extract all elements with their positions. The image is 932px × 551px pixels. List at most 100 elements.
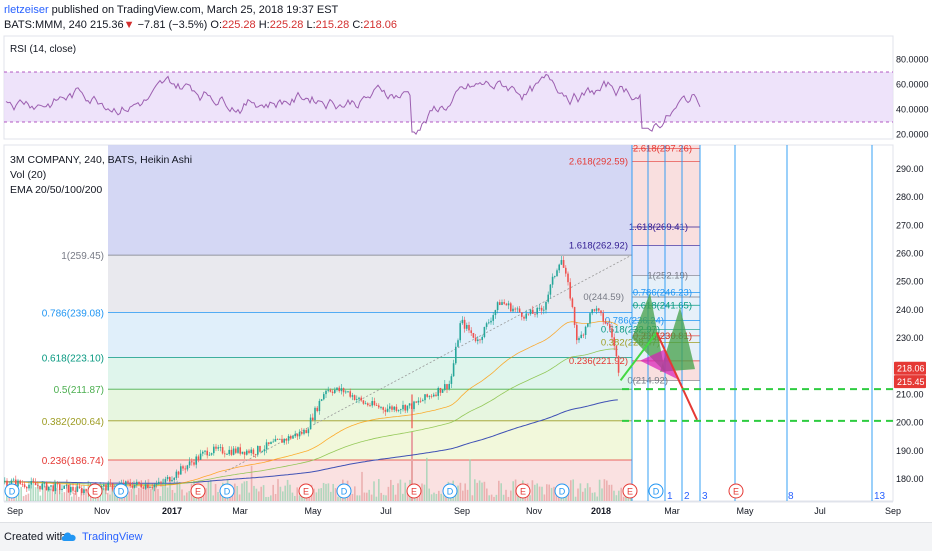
time-cycle-label: 2 bbox=[684, 491, 690, 502]
candle bbox=[415, 401, 417, 403]
volume-bar bbox=[133, 480, 135, 501]
volume-bar bbox=[164, 484, 166, 501]
candle bbox=[334, 389, 336, 393]
volume-bar bbox=[351, 493, 354, 501]
candle bbox=[272, 441, 274, 443]
volume-bar bbox=[111, 485, 114, 501]
volume-bar bbox=[541, 486, 543, 501]
volume-bar bbox=[102, 488, 104, 501]
candle bbox=[127, 481, 129, 483]
chart-canvas[interactable]: RSI (14, close) 80.000060.000040.000020.… bbox=[0, 0, 932, 522]
projection-down-line bbox=[655, 332, 698, 421]
event-marker[interactable] bbox=[622, 483, 638, 499]
event-marker[interactable] bbox=[442, 483, 458, 499]
time-tick: Mar bbox=[664, 506, 680, 516]
event-marker[interactable] bbox=[515, 483, 531, 499]
volume-bar bbox=[147, 479, 150, 501]
candle bbox=[226, 454, 228, 455]
candle bbox=[241, 451, 244, 454]
candle bbox=[19, 480, 21, 484]
volume-bar bbox=[483, 481, 486, 501]
candle bbox=[327, 389, 329, 391]
candle bbox=[52, 485, 54, 492]
volume-bar bbox=[502, 494, 505, 501]
volume-bar bbox=[286, 479, 289, 501]
volume-bar bbox=[142, 489, 145, 501]
price-tick: 190.00 bbox=[896, 446, 924, 456]
volume-bar bbox=[385, 495, 387, 501]
candle bbox=[162, 482, 164, 484]
volume-bar bbox=[171, 489, 174, 501]
volume-bar bbox=[327, 483, 330, 501]
volume-bar bbox=[534, 484, 536, 501]
candle bbox=[208, 454, 211, 456]
candle bbox=[514, 308, 516, 310]
time-tick: Sep bbox=[885, 506, 901, 516]
event-marker[interactable] bbox=[113, 483, 129, 499]
price-tick: 230.00 bbox=[896, 333, 924, 343]
candle bbox=[217, 447, 219, 449]
candle bbox=[169, 477, 171, 482]
volume-bar bbox=[510, 490, 512, 501]
trend-line bbox=[224, 255, 631, 473]
candle bbox=[219, 447, 222, 448]
candle bbox=[474, 337, 477, 342]
author-link[interactable]: rletzeiser bbox=[4, 4, 49, 16]
volume-bar bbox=[78, 496, 80, 501]
candle bbox=[56, 483, 59, 485]
volume-bar bbox=[620, 487, 622, 501]
event-marker[interactable] bbox=[728, 483, 744, 499]
candle bbox=[437, 388, 439, 396]
volume-bar bbox=[217, 492, 219, 501]
volume-bar bbox=[61, 492, 63, 501]
candle bbox=[305, 430, 307, 434]
low-label: L: bbox=[306, 19, 316, 31]
candle bbox=[197, 456, 200, 460]
candle bbox=[369, 405, 371, 406]
event-marker[interactable] bbox=[298, 483, 314, 499]
candle bbox=[182, 466, 184, 469]
volume-bar bbox=[517, 495, 519, 501]
candle bbox=[540, 307, 543, 311]
open-value: 225.28 bbox=[222, 19, 256, 31]
low-value: 215.28 bbox=[315, 19, 350, 31]
candle bbox=[505, 303, 508, 306]
event-marker-label: E bbox=[92, 487, 98, 497]
candle bbox=[338, 387, 340, 392]
candle bbox=[545, 301, 547, 310]
tradingview-brand-link[interactable]: TradingView bbox=[82, 531, 143, 543]
event-marker[interactable] bbox=[87, 483, 103, 499]
fib-ext-label: 0(244.59) bbox=[583, 292, 624, 303]
candle bbox=[268, 442, 270, 444]
candle bbox=[424, 394, 426, 401]
candle bbox=[340, 388, 343, 392]
event-marker[interactable] bbox=[554, 483, 570, 499]
volume-bar bbox=[421, 483, 423, 501]
candle bbox=[604, 321, 607, 324]
candle bbox=[188, 461, 191, 466]
event-marker[interactable] bbox=[336, 483, 352, 499]
volume-bar bbox=[380, 492, 382, 501]
volume-bar bbox=[51, 489, 54, 501]
candle bbox=[430, 395, 433, 397]
fib-retracement-zones: 1(259.45) 0.786(239.08) 0.618(223.10) 0.5(2… bbox=[42, 145, 632, 501]
candle bbox=[50, 485, 52, 487]
volume-bar bbox=[579, 483, 582, 501]
event-marker[interactable] bbox=[190, 483, 206, 499]
candle bbox=[155, 483, 158, 485]
candle bbox=[74, 490, 76, 492]
volume-bar bbox=[234, 483, 236, 501]
event-marker[interactable] bbox=[648, 483, 664, 499]
volume-bar bbox=[373, 481, 375, 501]
event-marker[interactable] bbox=[406, 483, 422, 499]
ema-label: EMA 20/50/100/200 bbox=[10, 184, 102, 196]
event-marker-label: D bbox=[118, 487, 125, 497]
candle bbox=[606, 323, 609, 325]
last-price: 215.36 bbox=[90, 19, 124, 31]
volume-bar bbox=[106, 492, 109, 501]
event-marker[interactable] bbox=[219, 483, 235, 499]
volume-bar bbox=[337, 496, 339, 501]
event-marker[interactable] bbox=[4, 483, 20, 499]
volume-bar bbox=[183, 495, 186, 501]
volume-bar bbox=[603, 479, 606, 501]
